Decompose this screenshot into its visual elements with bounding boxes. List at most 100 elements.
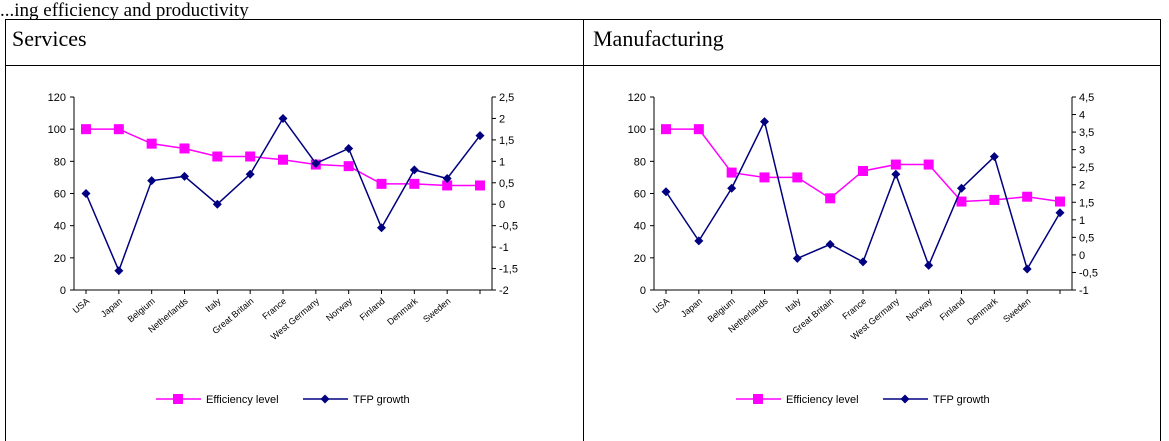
services-right-tick-label: 2,5: [499, 92, 514, 104]
services-efficiency-marker: [376, 178, 387, 189]
services-tfp-marker: [212, 199, 222, 209]
services-chart: 0 20 40 60 80 100 120 -2 -1,5 -1 -0,5 0 0,5 1 1,5 2 2,5 U…: [48, 92, 518, 406]
manufacturing-efficiency-line: [666, 128, 1061, 203]
services-tfp-marker: [114, 266, 124, 276]
manufacturing-efficiency-marker: [923, 159, 934, 170]
services-right-tick-label: -2: [499, 285, 509, 297]
manufacturing-efficiency-marker: [661, 124, 671, 135]
services-efficiency-marker: [475, 180, 485, 191]
manufacturing-efficiency-marker: [890, 159, 901, 170]
manufacturing-legend-efficiency-label: Efficiency level: [786, 394, 859, 406]
manufacturing-tfp-marker: [1022, 264, 1032, 274]
manufacturing-tfp-marker: [694, 236, 704, 246]
manufacturing-right-tick-label: 3: [1079, 145, 1085, 157]
services-left-tick-label: 40: [54, 221, 66, 233]
manufacturing-left-tick-label: 100: [628, 124, 646, 136]
services-left-tick-label: 0: [60, 285, 66, 297]
services-category-label: Denmark: [385, 296, 420, 327]
services-efficiency-marker: [146, 138, 157, 149]
manufacturing-tfp-marker: [1055, 208, 1065, 218]
manufacturing-left-tick-label: 20: [634, 253, 646, 265]
services-right-tick-label: -1,5: [499, 264, 518, 276]
manufacturing-efficiency-marker: [858, 165, 868, 176]
manufacturing-right-tick-label: 0: [1079, 250, 1085, 262]
services-tfp-marker: [344, 143, 354, 153]
manufacturing-tfp-marker: [661, 187, 671, 197]
services-efficiency-marker: [212, 151, 223, 162]
services-left-tick-label: 20: [54, 253, 66, 265]
manufacturing-tfp-marker: [792, 253, 802, 263]
figure-caption: ...ing efficiency and productivity: [0, 0, 249, 21]
manufacturing-category-label: Italy: [784, 296, 803, 315]
manufacturing-right-tick-label: 1: [1079, 215, 1085, 227]
services-efficiency-marker: [245, 151, 256, 162]
manufacturing-right-tick-label: 2: [1079, 180, 1085, 192]
table-header-divider: [5, 65, 1161, 66]
manufacturing-category-label: Denmark: [965, 296, 1000, 327]
services-right-tick-label: 0,5: [499, 178, 514, 190]
manufacturing-efficiency-marker: [956, 196, 967, 207]
services-right-tick-label: -0,5: [499, 221, 518, 233]
services-efficiency-marker: [442, 180, 453, 191]
manufacturing-left-tick-label: 80: [634, 156, 646, 168]
services-legend-efficiency-label: Efficiency level: [206, 394, 279, 406]
services-tfp-marker: [278, 113, 288, 123]
services-right-tick-label: 1: [499, 156, 505, 168]
services-category-label: USA: [71, 296, 92, 316]
services-category-label: Finland: [358, 296, 387, 323]
services-left-tick-label: 120: [48, 92, 66, 104]
services-efficiency-marker: [113, 124, 124, 135]
services-category-label: Sweden: [421, 296, 452, 325]
services-legend-tfp-label: TFP growth: [353, 394, 410, 406]
manufacturing-tfp-marker: [727, 183, 737, 193]
services-tfp-marker: [442, 173, 452, 183]
manufacturing-efficiency-marker: [726, 167, 737, 178]
manufacturing-tfp-marker: [825, 239, 835, 249]
manufacturing-right-tick-label: -1: [1079, 285, 1089, 297]
manufacturing-left-tick-label: 40: [634, 221, 646, 233]
manufacturing-category-label: France: [840, 296, 868, 322]
manufacturing-right-tick-label: -0,5: [1079, 267, 1098, 279]
manufacturing-legend-tfp-label: TFP growth: [933, 394, 990, 406]
manufacturing-legend-tfp-marker: [900, 394, 910, 404]
services-right-tick-label: 0: [499, 199, 505, 211]
manufacturing-right-tick-label: 4: [1079, 110, 1085, 122]
manufacturing-panel-header: Manufacturing: [593, 26, 724, 51]
manufacturing-legend-efficiency-marker: [753, 394, 763, 404]
services-tfp-marker: [409, 165, 419, 175]
manufacturing-efficiency-marker: [1022, 191, 1033, 202]
manufacturing-efficiency-marker: [792, 172, 803, 183]
manufacturing-category-label: USA: [651, 296, 672, 316]
manufacturing-category-label: Sweden: [1001, 296, 1032, 325]
services-tfp-marker: [311, 158, 321, 168]
services-legend-tfp-marker: [320, 394, 330, 404]
manufacturing-efficiency-marker: [759, 172, 770, 183]
manufacturing-tfp-marker: [891, 169, 901, 179]
manufacturing-right-tick-label: 1,5: [1079, 197, 1094, 209]
services-category-label: Belgium: [126, 296, 157, 325]
manufacturing-chart: 0 20 40 60 80 100 120 -1 -0,5 0 0,5 1 1,5 2 2,5 3 3,5 4 4,…: [628, 92, 1098, 406]
services-tfp-marker: [377, 223, 386, 233]
services-tfp-marker: [245, 169, 255, 179]
services-right-tick-label: 2: [499, 113, 505, 125]
services-tfp-marker: [147, 176, 157, 186]
services-tfp-marker: [475, 131, 485, 141]
manufacturing-tfp-line: [665, 119, 1061, 271]
manufacturing-left-tick-label: 0: [640, 285, 646, 297]
manufacturing-left-tick-label: 120: [628, 92, 646, 104]
manufacturing-tfp-marker: [924, 260, 934, 270]
services-tfp-marker: [81, 189, 91, 198]
manufacturing-left-tick-label: 60: [634, 189, 646, 201]
manufacturing-right-tick-label: 3,5: [1079, 127, 1094, 139]
services-category-label: Italy: [204, 296, 223, 315]
manufacturing-tfp-marker: [957, 183, 966, 193]
manufacturing-tfp-marker: [858, 257, 868, 267]
services-category-label: Norway: [324, 296, 354, 324]
manufacturing-right-tick-label: 0,5: [1079, 232, 1094, 244]
services-efficiency-marker: [409, 178, 420, 189]
manufacturing-category-label: Belgium: [706, 296, 737, 325]
services-left-tick-label: 80: [54, 156, 66, 168]
services-efficiency-marker: [343, 161, 354, 172]
services-left-tick-label: 100: [48, 124, 66, 136]
manufacturing-efficiency-marker: [693, 124, 704, 135]
